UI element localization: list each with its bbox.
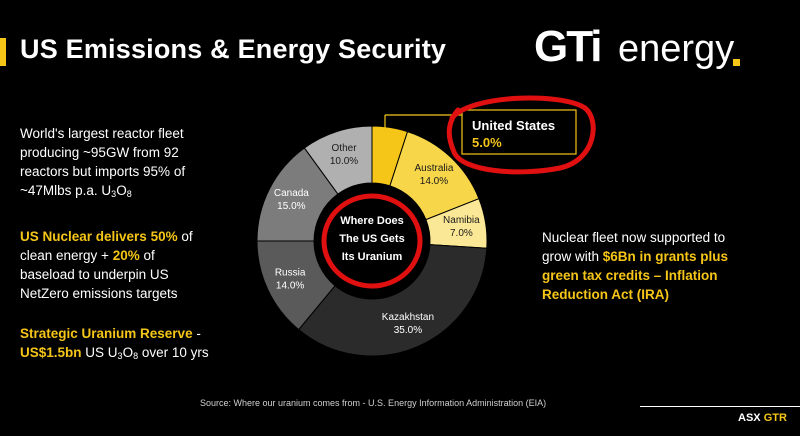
callout-red-circle bbox=[446, 95, 596, 175]
slice-name-label: Other bbox=[332, 143, 358, 154]
text-line: Nuclear fleet now supported to bbox=[542, 230, 726, 245]
reactor-fleet-text: World's largest reactor fleet producing … bbox=[20, 124, 185, 204]
text-line: US Nuclear delivers 50% of bbox=[20, 229, 193, 244]
slice-name-label: Namibia bbox=[443, 215, 480, 226]
pie-slices bbox=[256, 125, 488, 357]
slice-name-label: Australia bbox=[414, 163, 453, 174]
center-label-line: Where Does bbox=[340, 215, 404, 227]
text-line: green tax credits – Inflation bbox=[542, 268, 718, 283]
slice-name-label: Canada bbox=[274, 188, 309, 199]
slice-value-label: 7.0% bbox=[450, 228, 473, 239]
logo-gti: GTi bbox=[534, 22, 603, 71]
text-line: clean energy + 20% of bbox=[20, 248, 155, 263]
text-line: grow with $6Bn in grants plus bbox=[542, 249, 729, 264]
text-line: Strategic Uranium Reserve - bbox=[20, 326, 201, 341]
text-line: Reduction Act (IRA) bbox=[542, 287, 669, 302]
footer-divider bbox=[640, 406, 800, 407]
uranium-reserve-text: Strategic Uranium Reserve - US$1.5bn US … bbox=[20, 324, 209, 366]
callout-name: United States bbox=[472, 118, 555, 133]
center-label-line: The US Gets bbox=[339, 233, 404, 245]
slice-value-label: 14.0% bbox=[420, 176, 448, 187]
slice-name-label: Russia bbox=[275, 268, 306, 279]
center-label-line: Its Uranium bbox=[342, 251, 403, 263]
text-line: producing ~95GW from 92 bbox=[20, 145, 179, 160]
us-nuclear-text: US Nuclear delivers 50% of clean energy … bbox=[20, 227, 193, 303]
asx-ticker: ASX GTR bbox=[738, 412, 787, 424]
ira-text: Nuclear fleet now supported to grow with… bbox=[542, 228, 728, 304]
logo-dot bbox=[733, 59, 740, 66]
us-callout: United States 5.0% bbox=[384, 95, 596, 175]
page-title: US Emissions & Energy Security bbox=[20, 34, 447, 64]
text-line: US$1.5bn US U3O8 over 10 yrs bbox=[20, 345, 209, 361]
slice-value-label: 14.0% bbox=[276, 281, 304, 292]
pie-center-hole bbox=[314, 183, 430, 299]
slice-value-label: 35.0% bbox=[394, 325, 422, 336]
text-line: ~47Mlbs p.a. U3O8 bbox=[20, 183, 132, 199]
text-line: NetZero emissions targets bbox=[20, 286, 178, 301]
text-line: reactors but imports 95% of bbox=[20, 164, 186, 179]
pie-center: Where Does The US Gets Its Uranium bbox=[314, 183, 430, 299]
text-line: World's largest reactor fleet bbox=[20, 126, 184, 141]
callout-value: 5.0% bbox=[472, 135, 502, 150]
logo-energy: energy bbox=[618, 28, 735, 70]
source-note: Source: Where our uranium comes from - U… bbox=[200, 398, 547, 408]
callout-box bbox=[461, 109, 577, 155]
slice-name-label: Kazakhstan bbox=[382, 312, 434, 323]
slice-value-label: 10.0% bbox=[330, 156, 358, 167]
slice-value-label: 15.0% bbox=[277, 201, 305, 212]
text-line: baseload to underpin US bbox=[20, 267, 169, 282]
center-red-circle bbox=[321, 193, 423, 289]
company-logo: GTi energy bbox=[534, 22, 744, 72]
title-accent-bar bbox=[0, 38, 6, 66]
pie-labels: Australia 14.0% Namibia 7.0% Kazakhstan 35.0%… bbox=[274, 143, 480, 336]
